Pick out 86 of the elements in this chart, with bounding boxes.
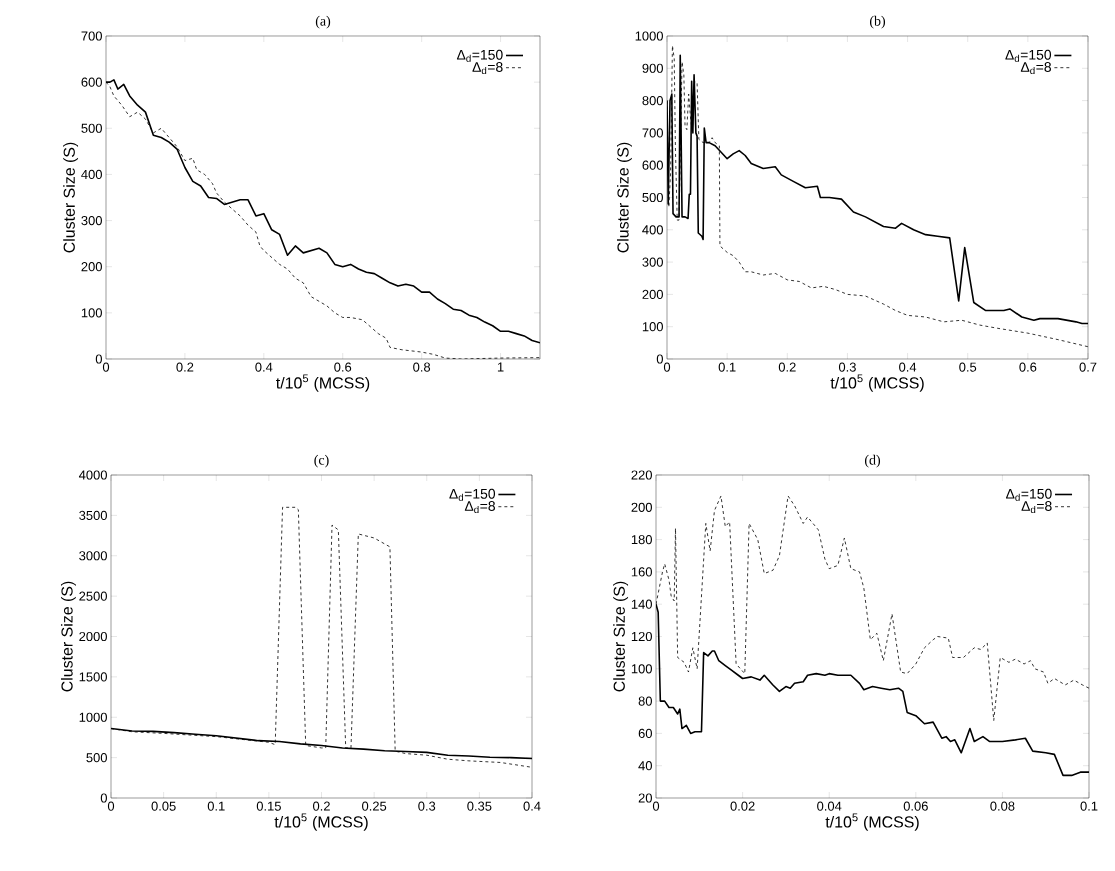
x-tick-label: 0.1 bbox=[718, 362, 736, 372]
x-tick-label: 0.35 bbox=[467, 801, 492, 811]
x-tick-label: 0.2 bbox=[176, 362, 194, 372]
x-tick-label: 0.3 bbox=[838, 362, 856, 372]
y-tick-label: 100 bbox=[81, 308, 102, 318]
y-tick-label: 0 bbox=[100, 793, 107, 803]
y-tick-label: 180 bbox=[631, 535, 652, 545]
legend-label: Δ$_{d}$=8 bbox=[1021, 501, 1052, 514]
x-tick-label: 0.25 bbox=[362, 801, 387, 811]
y-tick-label: 40 bbox=[638, 761, 652, 771]
x-tick-label: 0.3 bbox=[418, 801, 436, 811]
x-tick-label: 0.04 bbox=[817, 801, 842, 811]
y-tick-label: 200 bbox=[631, 502, 652, 512]
x-tick-label: 0.4 bbox=[255, 362, 273, 372]
y-axis-title: Cluster Size (S) bbox=[613, 581, 629, 692]
chart-title: (c) bbox=[314, 454, 329, 468]
x-tick-label: 0.4 bbox=[899, 362, 917, 372]
y-tick-label: 140 bbox=[631, 599, 652, 609]
legend-label: Δ$_{d}$=150 bbox=[1005, 49, 1052, 62]
y-tick-label: 100 bbox=[642, 322, 663, 332]
x-tick-label: 0.05 bbox=[151, 801, 176, 811]
y-tick-label: 500 bbox=[642, 192, 663, 203]
legend-label: Δ$_{d}$=8 bbox=[464, 501, 495, 514]
chart-title: (a) bbox=[315, 15, 331, 29]
y-tick-label: 60 bbox=[638, 728, 652, 738]
y-tick-label: 800 bbox=[642, 96, 663, 106]
y-tick-label: 3500 bbox=[79, 510, 107, 520]
x-axis-title: t/10$^{5}$ (MCSS) bbox=[825, 813, 919, 831]
x-tick-label: 0.5 bbox=[959, 362, 977, 372]
legend-label: Δ$_{d}$=150 bbox=[1006, 488, 1052, 501]
y-tick-label: 4000 bbox=[78, 470, 107, 480]
y-tick-label: 600 bbox=[642, 160, 663, 170]
y-tick-label: 220 bbox=[631, 470, 652, 480]
legend-label: Δ$_{d}$=150 bbox=[449, 488, 496, 501]
x-axis-title: t/10$^{5}$ (MCSS) bbox=[276, 374, 370, 392]
x-tick-label: 0.7 bbox=[1079, 362, 1097, 372]
y-tick-label: 700 bbox=[642, 128, 663, 138]
x-axis-title: t/10$^{5}$ (MCSS) bbox=[830, 374, 924, 392]
y-tick-label: 400 bbox=[81, 169, 102, 180]
x-tick-label: 0.6 bbox=[334, 362, 352, 372]
y-tick-label: 900 bbox=[642, 63, 663, 73]
x-tick-label: 0.2 bbox=[313, 801, 330, 811]
legend-label: Δ$_{d}$=8 bbox=[472, 62, 503, 75]
y-tick-label: 400 bbox=[642, 225, 663, 235]
y-axis-title: Cluster Size (S) bbox=[60, 581, 76, 692]
y-tick-label: 100 bbox=[631, 664, 652, 674]
x-tick-label: 1 bbox=[497, 362, 504, 372]
y-tick-label: 160 bbox=[631, 567, 652, 577]
x-tick-label: 0.06 bbox=[903, 801, 928, 811]
x-tick-label: 0.1 bbox=[1080, 801, 1098, 811]
y-tick-label: 2000 bbox=[79, 631, 107, 642]
y-tick-label: 700 bbox=[81, 31, 102, 41]
x-tick-label: 0.4 bbox=[523, 801, 541, 811]
y-tick-label: 200 bbox=[81, 262, 102, 272]
y-tick-label: 600 bbox=[81, 77, 102, 87]
y-tick-label: 2500 bbox=[79, 591, 107, 601]
chart-title: (d) bbox=[864, 454, 881, 468]
y-axis-title: Cluster Size (S) bbox=[63, 142, 79, 253]
y-tick-label: 0 bbox=[656, 354, 663, 364]
y-tick-label: 80 bbox=[638, 696, 652, 706]
y-tick-label: 120 bbox=[631, 631, 652, 642]
y-tick-label: 1000 bbox=[79, 712, 107, 722]
y-tick-label: 500 bbox=[81, 123, 102, 133]
y-axis-title: Cluster Size (S) bbox=[616, 142, 632, 253]
y-tick-label: 300 bbox=[81, 215, 102, 226]
x-tick-label: 0.6 bbox=[1019, 362, 1037, 372]
x-tick-label: 0.15 bbox=[256, 801, 281, 811]
y-tick-label: 20 bbox=[638, 793, 652, 803]
y-tick-label: 0 bbox=[95, 354, 102, 364]
x-tick-label: 0 bbox=[107, 801, 115, 811]
x-tick-label: 0.02 bbox=[730, 801, 755, 811]
y-tick-label: 500 bbox=[86, 753, 107, 763]
x-tick-label: 0.08 bbox=[990, 801, 1015, 811]
y-tick-label: 1500 bbox=[79, 672, 107, 682]
x-tick-label: 0.8 bbox=[413, 362, 431, 372]
x-axis-title: t/10$^{5}$ (MCSS) bbox=[274, 813, 368, 831]
x-tick-label: 0.1 bbox=[207, 801, 225, 811]
legend-label: Δ$_{d}$=8 bbox=[1020, 62, 1051, 75]
x-tick-label: 0 bbox=[663, 362, 671, 372]
x-tick-label: 0.2 bbox=[778, 362, 796, 372]
y-tick-label: 200 bbox=[642, 289, 663, 299]
y-tick-label: 3000 bbox=[79, 551, 107, 561]
y-tick-label: 300 bbox=[642, 257, 663, 267]
chart-title: (b) bbox=[869, 15, 886, 29]
legend-label: Δ$_{d}$=150 bbox=[456, 49, 503, 62]
y-tick-label: 1000 bbox=[635, 31, 663, 41]
